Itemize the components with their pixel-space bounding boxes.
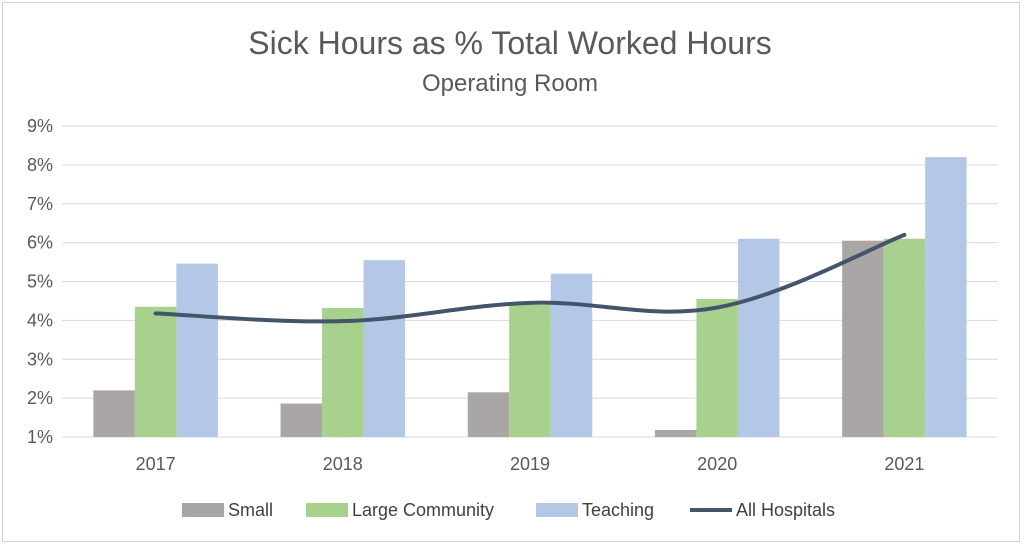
y-tick-label: 2% [27,388,53,408]
legend-label-large-community: Large Community [352,500,494,520]
y-tick-label: 5% [27,272,53,292]
legend-label-small: Small [228,500,273,520]
legend-swatch-small [182,503,224,517]
y-axis-ticks: 1% 2% 3% 4% 5% 6% 7% 8% 9% [27,116,53,447]
bar-small-2020 [654,430,697,437]
bar-teaching-2021 [925,157,967,437]
x-tick-label: 2019 [510,454,550,474]
bar-large-community-2021 [883,238,926,437]
y-tick-label: 9% [27,116,53,136]
line-all-hospitals [153,232,907,324]
x-tick-label: 2021 [884,454,924,474]
chart-subtitle: Operating Room [422,70,598,97]
bar-large-community-2018 [322,307,364,437]
x-axis-ticks: 2017 2018 2019 2020 2021 [136,454,925,474]
legend-swatch-teaching [536,503,578,517]
y-tick-label: 3% [27,349,53,369]
bar-small-2018 [280,403,323,437]
bar-teaching-2018 [363,260,406,437]
y-tick-label: 6% [27,233,53,253]
chart-title: Sick Hours as % Total Worked Hours [248,25,771,61]
bar-large-community-2017 [134,306,177,437]
legend-label-teaching: Teaching [582,500,654,520]
x-tick-label: 2020 [697,454,737,474]
y-tick-label: 4% [27,310,53,330]
x-tick-label: 2017 [136,454,176,474]
y-tick-label: 8% [27,155,53,175]
y-tick-label: 1% [27,427,53,447]
bars [93,157,967,437]
legend: Small Large Community Teaching All Hospital… [182,500,835,520]
bar-teaching-2019 [550,273,593,437]
bar-teaching-2017 [176,263,218,437]
bar-large-community-2019 [509,304,551,437]
bar-small-2017 [93,390,135,437]
legend-label-all-hospitals: All Hospitals [736,500,835,520]
legend-swatch-large-community [306,503,348,517]
bar-small-2019 [467,392,510,437]
x-tick-label: 2018 [323,454,363,474]
bar-large-community-2020 [696,298,738,437]
all-hospitals-line-group [153,232,907,324]
bar-small-2021 [842,240,884,437]
y-tick-label: 7% [27,194,53,214]
bar-teaching-2020 [737,238,780,437]
